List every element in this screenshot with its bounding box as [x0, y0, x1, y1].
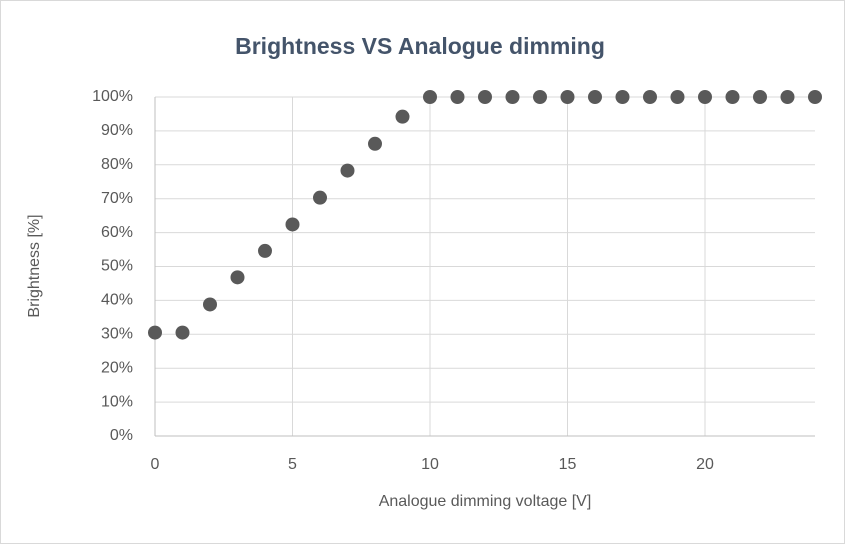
y-tick-label: 60%: [101, 224, 133, 241]
y-axis-label: Brightness [%]: [26, 214, 43, 317]
point: [148, 325, 162, 340]
point: [313, 190, 327, 205]
point: [203, 297, 217, 312]
point: [780, 90, 795, 104]
y-tick-label: 40%: [101, 292, 133, 309]
chart-title: Brightness VS Analogue dimming: [235, 33, 605, 59]
point: [368, 136, 382, 151]
y-tick-label: 0%: [110, 427, 133, 444]
point: [478, 90, 492, 104]
point: [560, 90, 575, 104]
point: [643, 90, 657, 104]
y-tick-label: 20%: [101, 359, 133, 376]
x-tick-label: 20: [696, 456, 714, 473]
point: [808, 90, 822, 104]
point: [615, 90, 630, 104]
y-tick-label: 100%: [92, 88, 133, 105]
y-tick-label: 90%: [101, 122, 133, 139]
x-axis-label: Analogue dimming voltage [V]: [379, 493, 592, 510]
point: [395, 109, 410, 124]
point: [753, 90, 767, 104]
point: [670, 90, 685, 104]
point: [698, 90, 712, 104]
point: [450, 90, 465, 104]
point: [340, 163, 355, 178]
point: [533, 90, 547, 104]
point: [258, 243, 272, 258]
point: [725, 90, 740, 104]
y-tick-label: 30%: [101, 326, 133, 343]
point: [285, 217, 300, 232]
y-tick-label: 50%: [101, 258, 133, 275]
point: [230, 270, 245, 285]
point: [588, 90, 602, 104]
point: [505, 90, 520, 104]
x-tick-label: 15: [559, 456, 577, 473]
point: [175, 325, 190, 340]
y-tick-label: 70%: [101, 190, 133, 207]
y-tick-label: 80%: [101, 156, 133, 173]
point: [423, 90, 437, 104]
x-tick-label: 10: [421, 456, 439, 473]
x-tick-label: 0: [151, 456, 160, 473]
y-tick-label: 10%: [101, 393, 133, 410]
x-tick-label: 5: [288, 456, 297, 473]
